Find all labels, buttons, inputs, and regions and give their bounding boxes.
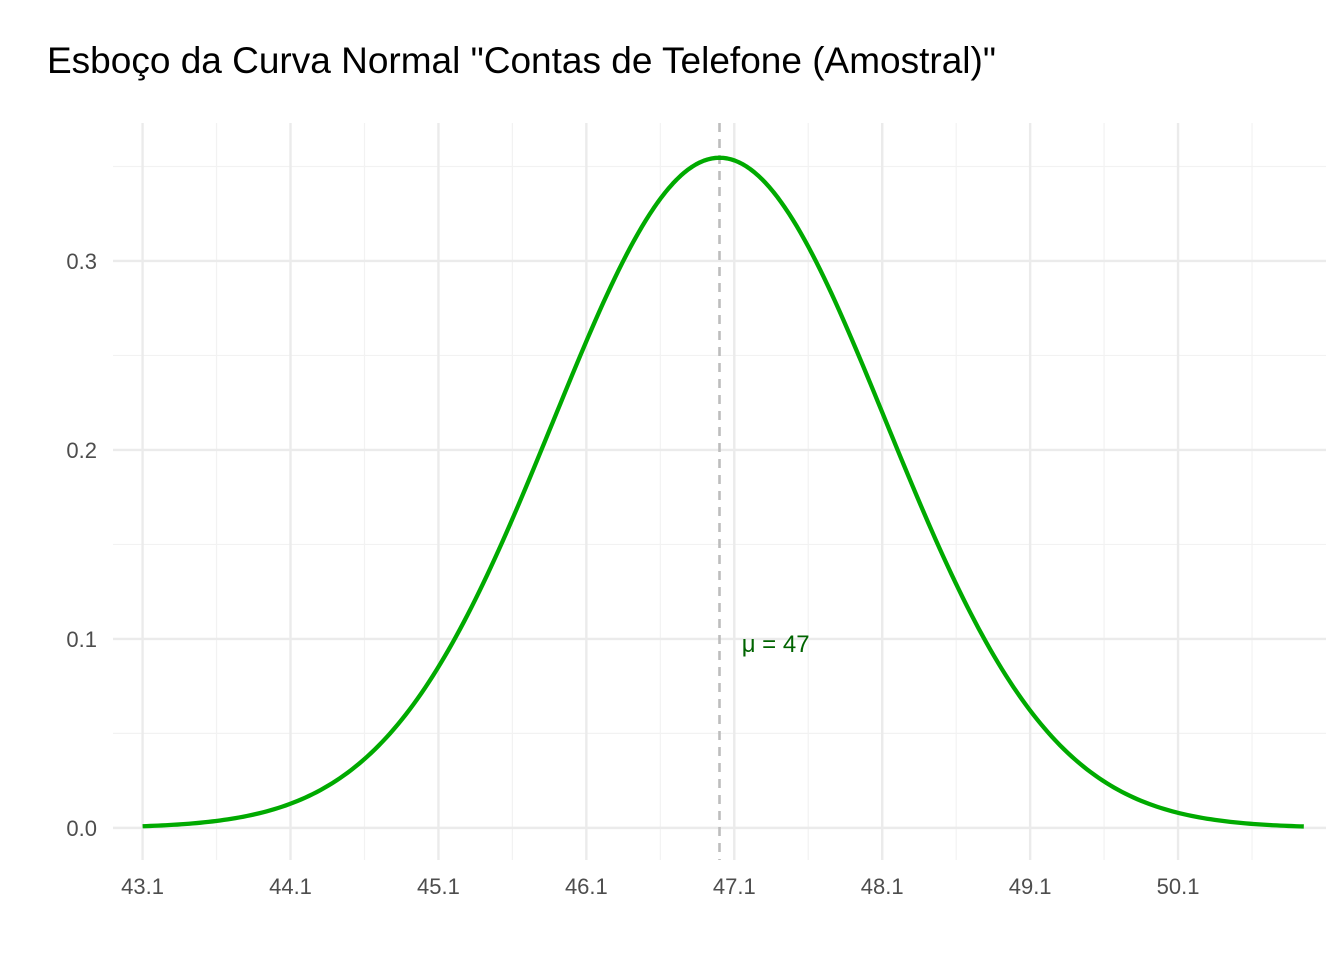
curve-group xyxy=(142,155,1304,829)
y-tick-label: 0.0 xyxy=(66,816,97,841)
chart-title: Esboço da Curva Normal "Contas de Telefo… xyxy=(47,40,996,81)
y-axis: 0.0 0.1 0.2 0.3 xyxy=(66,249,97,841)
density-curve-0 xyxy=(142,155,1304,829)
x-tick-label: 44.1 xyxy=(269,874,312,899)
x-tick-label: 47.1 xyxy=(713,874,756,899)
grid xyxy=(113,123,1326,860)
y-tick-label: 0.2 xyxy=(66,438,97,463)
mean-annotation: μ = 47 xyxy=(742,631,810,658)
x-tick-label: 43.1 xyxy=(121,874,164,899)
x-axis: 43.1 44.1 45.1 46.1 47.1 48.1 49.1 50.1 xyxy=(121,874,1199,899)
x-tick-label: 49.1 xyxy=(1009,874,1052,899)
x-tick-label: 45.1 xyxy=(417,874,460,899)
y-tick-label: 0.3 xyxy=(66,249,97,274)
x-tick-label: 46.1 xyxy=(565,874,608,899)
y-tick-label: 0.1 xyxy=(66,627,97,652)
x-tick-label: 48.1 xyxy=(861,874,904,899)
x-tick-label: 50.1 xyxy=(1157,874,1200,899)
